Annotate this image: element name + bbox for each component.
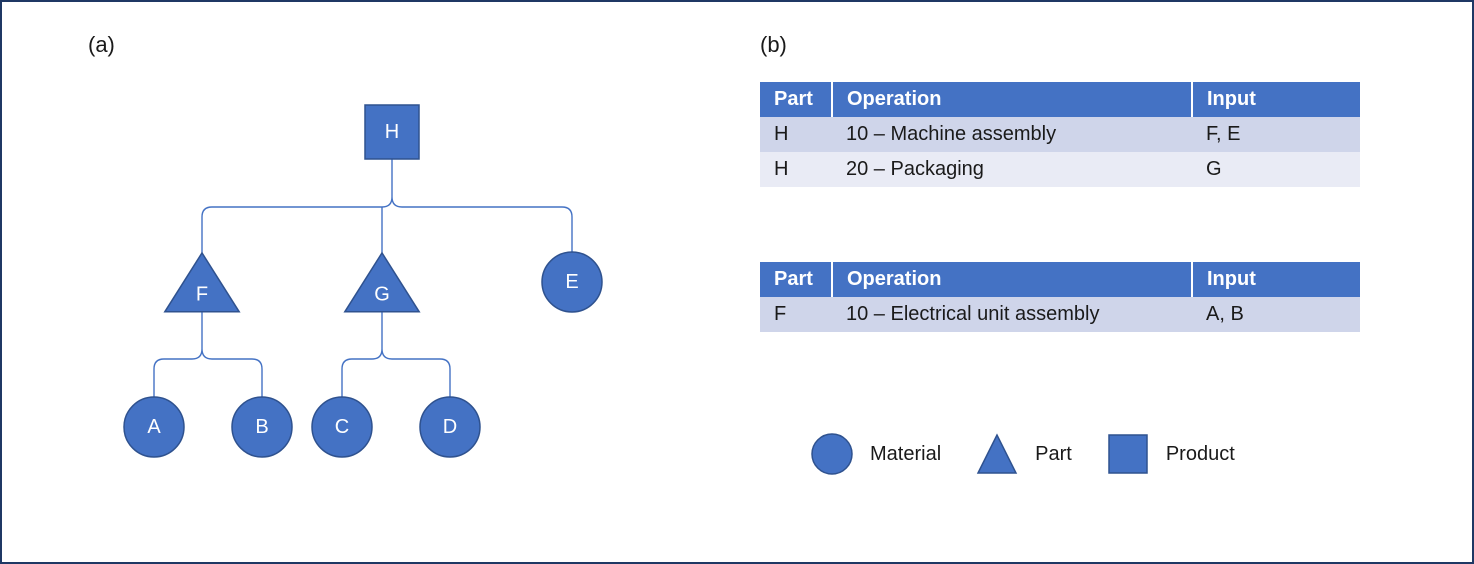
operations-table-1: PartOperationInputH10 – Machine assembly… [760,82,1360,187]
operations-table-2: PartOperationInputF10 – Electrical unit … [760,262,1360,332]
tree-edge [154,312,262,369]
col-header-operation: Operation [832,262,1192,297]
node-label: G [374,283,390,305]
panel-a-label: (a) [88,32,115,58]
cell-input: F, E [1192,117,1360,152]
cell-part: F [760,297,832,332]
node-label: B [255,416,268,438]
legend-item-square: Product [1106,432,1235,476]
table-row: H20 – PackagingG [760,152,1360,187]
cell-input: G [1192,152,1360,187]
node-label: F [196,283,208,305]
cell-input: A, B [1192,297,1360,332]
circle-icon [810,432,854,476]
tree-edge [202,159,572,217]
cell-part: H [760,117,832,152]
col-header-input: Input [1192,262,1360,297]
panel-b-label: (b) [760,32,787,58]
figure-frame: (a) (b) HFGEABCD PartOperationInputH10 –… [0,0,1474,564]
node-label: E [565,271,578,293]
table-row: H10 – Machine assemblyF, E [760,117,1360,152]
col-header-operation: Operation [832,82,1192,117]
col-header-part: Part [760,82,832,117]
table-row: F10 – Electrical unit assemblyA, B [760,297,1360,332]
node-label: D [443,416,457,438]
triangle-icon [975,432,1019,476]
cell-operation: 20 – Packaging [832,152,1192,187]
cell-operation: 10 – Machine assembly [832,117,1192,152]
node-label: C [335,416,349,438]
legend-label: Product [1166,443,1235,466]
node-label: A [147,416,161,438]
cell-operation: 10 – Electrical unit assembly [832,297,1192,332]
legend-item-circle: Material [810,432,941,476]
legend-label: Material [870,443,941,466]
col-header-input: Input [1192,82,1360,117]
tree-edge [342,312,450,369]
node-label: H [385,121,399,143]
square-icon [1106,432,1150,476]
legend: Material Part Product [810,432,1235,476]
tree-diagram: H F G E A B C D [92,87,692,487]
tree-nodes: H F G E A B C D [124,105,602,457]
legend-label: Part [1035,443,1072,466]
col-header-part: Part [760,262,832,297]
legend-item-triangle: Part [975,432,1072,476]
cell-part: H [760,152,832,187]
